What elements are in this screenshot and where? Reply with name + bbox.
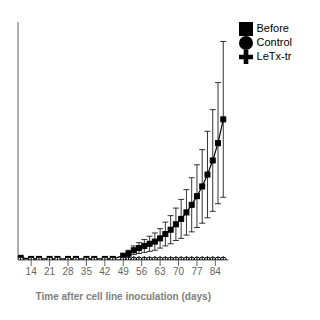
html-text:LeTx-tr: LeTx-tr bbox=[256, 50, 292, 63]
html-text:Before: Before bbox=[256, 22, 289, 34]
svg-text:42: 42 bbox=[99, 266, 111, 277]
svg-text:56: 56 bbox=[136, 266, 148, 277]
svg-text:Time after cell line inoculati: Time after cell line inoculation (days) bbox=[36, 291, 211, 302]
svg-text:28: 28 bbox=[62, 266, 74, 277]
svg-text:21: 21 bbox=[44, 266, 56, 277]
html-text:Control: Control bbox=[256, 36, 292, 49]
svg-text:49: 49 bbox=[118, 266, 130, 277]
svg-text:70: 70 bbox=[173, 266, 185, 277]
svg-text:14: 14 bbox=[26, 266, 38, 277]
svg-text:63: 63 bbox=[155, 266, 167, 277]
svg-text:84: 84 bbox=[210, 266, 222, 277]
svg-text:35: 35 bbox=[81, 266, 93, 277]
svg-text:77: 77 bbox=[191, 266, 203, 277]
